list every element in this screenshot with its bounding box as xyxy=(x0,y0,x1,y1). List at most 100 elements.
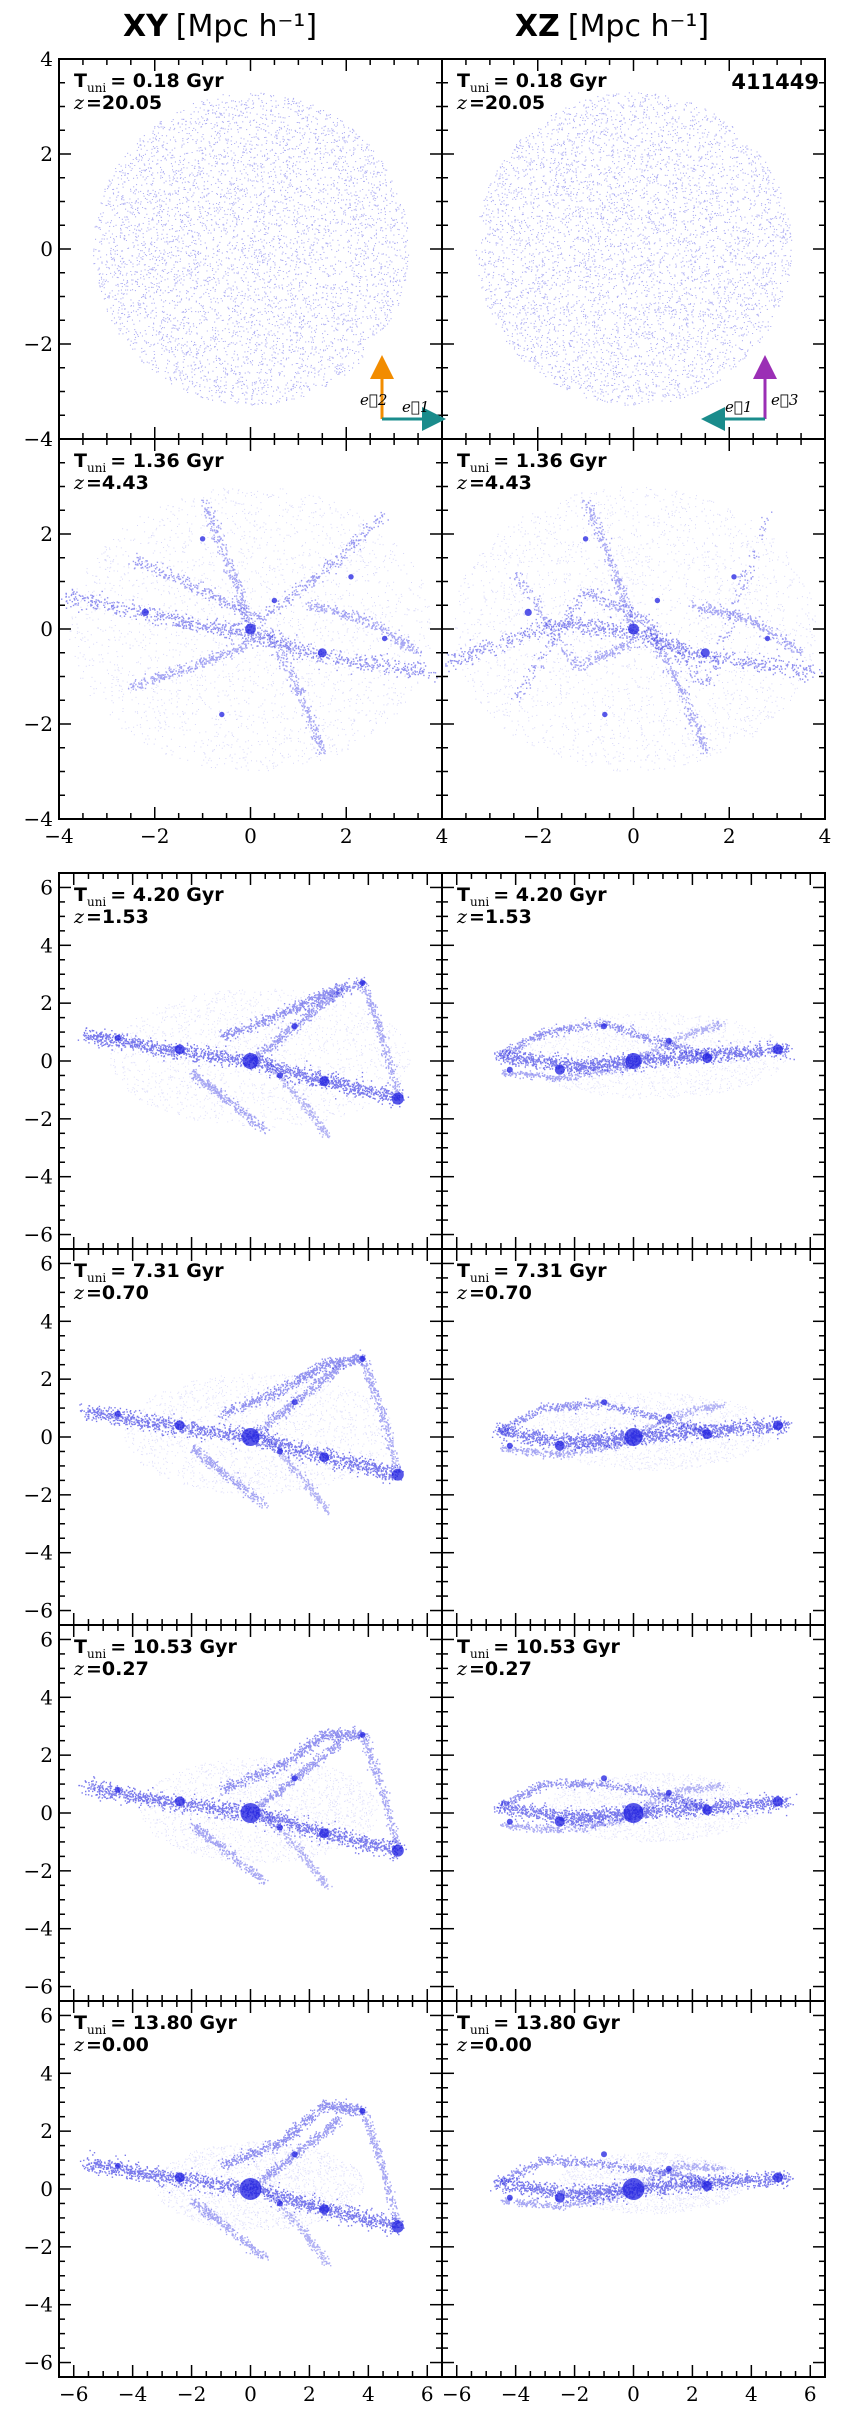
filament xyxy=(79,2149,405,2237)
y-tick-label: −2 xyxy=(24,332,53,356)
halo-knot xyxy=(702,1053,713,1064)
halo-knot xyxy=(391,1844,404,1857)
orientation-arrows: e⃗3 e⃗1 xyxy=(701,355,798,431)
time-annotation: Tuni = 13.80 Gyr xyxy=(74,2012,237,2037)
time-annotation: Tuni = 10.53 Gyr xyxy=(74,1636,237,1661)
particle-layer xyxy=(78,1725,407,1890)
halo-knot xyxy=(359,1731,366,1738)
halo-knot xyxy=(359,2107,366,2114)
halo-knot xyxy=(291,2151,298,2158)
x-tick-label: 0 xyxy=(244,824,257,848)
particle-layer xyxy=(77,976,411,1139)
filament xyxy=(358,2108,404,2229)
panel-bottom-1-xy xyxy=(58,1248,443,1626)
halo-knot xyxy=(319,1076,330,1087)
halo-knot xyxy=(702,2181,713,2192)
x-tick-label: 4 xyxy=(362,2382,375,2406)
filament xyxy=(358,1733,402,1852)
halo-knot xyxy=(625,1053,642,1069)
diffuse-particles xyxy=(155,2141,365,2230)
halo-knot xyxy=(317,648,327,658)
halo-knot xyxy=(291,1399,298,1406)
x-tick-label: 0 xyxy=(627,824,640,848)
filament xyxy=(581,499,640,631)
particle-layer xyxy=(79,2098,405,2267)
time-annotation: Tuni = 4.20 Gyr xyxy=(74,884,224,909)
x-tick-label: 2 xyxy=(723,824,736,848)
halo-knot xyxy=(554,1064,565,1075)
halo-knot xyxy=(141,608,149,617)
filament xyxy=(127,639,254,691)
filament xyxy=(360,1356,401,1476)
filament xyxy=(201,499,256,631)
halo-knot xyxy=(623,1803,644,1823)
filament xyxy=(491,1415,793,1453)
halo-knot xyxy=(391,1092,404,1105)
time-annotation: Tuni = 1.36 Gyr xyxy=(74,450,224,475)
particle-layer xyxy=(93,92,410,406)
x-tick-label: −2 xyxy=(560,2382,589,2406)
filament xyxy=(511,511,773,703)
y-tick-label: −2 xyxy=(24,1859,53,1883)
filament xyxy=(262,1059,331,1139)
halo-knot xyxy=(654,597,661,604)
halo-knot xyxy=(731,574,737,580)
x-tick-label: −2 xyxy=(177,2382,206,2406)
time-annotation: Tuni = 13.80 Gyr xyxy=(457,2012,620,2037)
filament xyxy=(445,611,823,683)
halo-knot xyxy=(242,1053,259,1069)
y-tick-label: −2 xyxy=(24,1483,53,1507)
halo-knot xyxy=(291,1023,298,1030)
halo-knot xyxy=(700,648,710,658)
halo-knot xyxy=(772,2172,783,2183)
redshift-annotation: z =20.05 xyxy=(73,92,162,114)
e1-label: e⃗1 xyxy=(402,398,429,416)
x-tick-label: 0 xyxy=(627,2382,640,2406)
diffuse-particles xyxy=(69,487,431,772)
panel-top-0-xy xyxy=(58,58,443,440)
panel-bottom-3-xz xyxy=(441,2000,826,2378)
halo-knot xyxy=(245,623,256,635)
panel-frame xyxy=(58,58,443,440)
halo-knot xyxy=(554,1816,565,1827)
y-tick-label: −4 xyxy=(24,807,53,831)
halo-knot xyxy=(277,1448,283,1455)
redshift-annotation: z =20.05 xyxy=(456,92,545,114)
halo-knot xyxy=(601,1399,607,1406)
particle-layer xyxy=(445,486,823,772)
diffuse-particles xyxy=(455,486,816,772)
redshift-annotation: z =0.27 xyxy=(456,1658,532,1680)
panel-top-1-xz xyxy=(441,438,826,820)
filament xyxy=(496,1778,711,1816)
filament xyxy=(190,1444,269,1509)
halo-knot xyxy=(622,2178,645,2200)
x-tick-label: 4 xyxy=(745,2382,758,2406)
redshift-annotation: z =4.43 xyxy=(456,472,532,494)
y-tick-label: 2 xyxy=(40,1367,53,1391)
y-tick-label: −4 xyxy=(24,1541,53,1565)
filament xyxy=(219,976,368,1042)
particle-cloud xyxy=(93,92,410,406)
halo-knot xyxy=(277,1824,283,1831)
halo-knot xyxy=(702,1805,713,1816)
halo-knot xyxy=(359,1355,366,1362)
redshift-annotation: z =0.00 xyxy=(456,2034,532,2056)
filament xyxy=(632,2160,726,2194)
halo-knot xyxy=(601,1775,607,1782)
y-tick-label: 2 xyxy=(40,522,53,546)
y-tick-label: −6 xyxy=(24,1223,53,1247)
y-tick-label: 6 xyxy=(40,875,53,899)
halo-knot xyxy=(554,2192,565,2203)
filament xyxy=(643,624,711,755)
y-tick-label: 4 xyxy=(40,2061,53,2085)
panel-top-0-xz xyxy=(441,58,826,440)
halo-knot xyxy=(602,711,608,718)
y-tick-label: 4 xyxy=(40,47,53,71)
halo-knot xyxy=(772,1044,783,1055)
panel-bottom-0-xy xyxy=(58,872,443,1250)
y-tick-label: −2 xyxy=(24,712,53,736)
halo-knot xyxy=(772,1796,783,1807)
x-tick-label: 2 xyxy=(303,2382,316,2406)
halo-knot xyxy=(506,2194,513,2201)
filament xyxy=(261,622,326,755)
